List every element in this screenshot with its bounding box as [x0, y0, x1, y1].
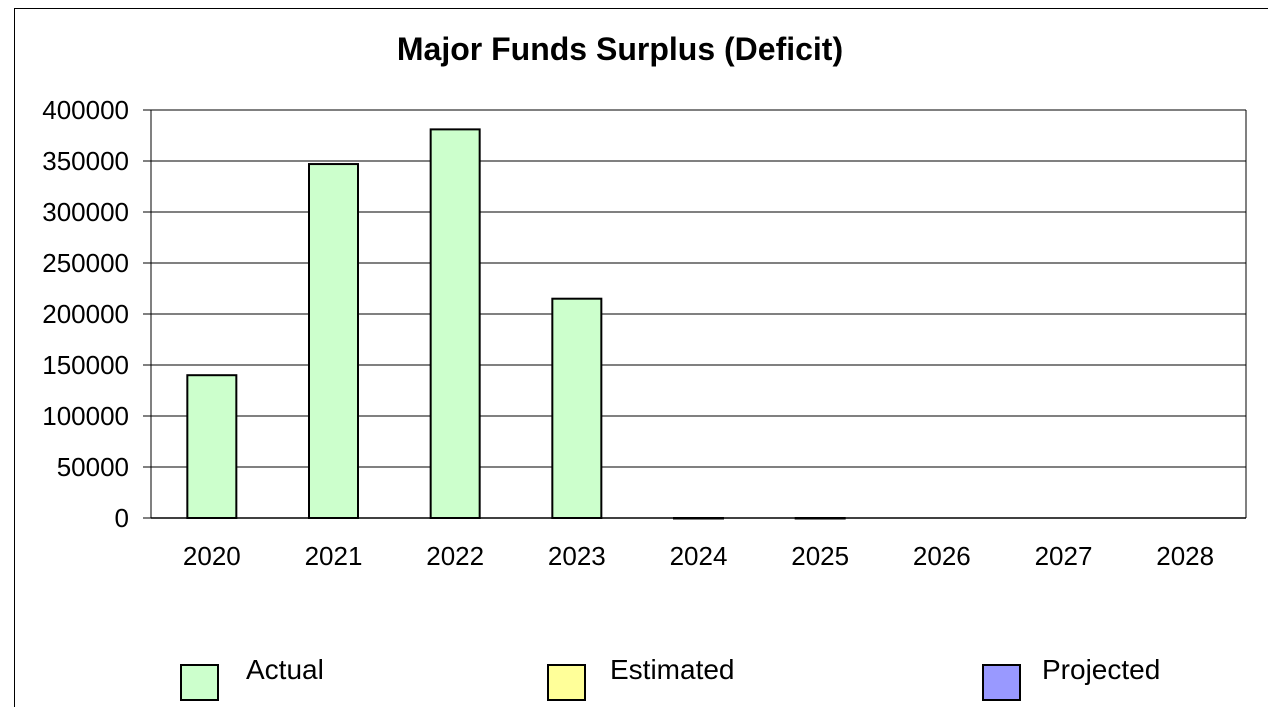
y-tick-label: 300000 [42, 197, 129, 227]
bar-2020 [186, 374, 238, 520]
x-tick-label: 2024 [670, 541, 728, 571]
y-tick-label: 150000 [42, 350, 129, 380]
axes [150, 110, 1247, 519]
legend-label-projected: Projected [1042, 654, 1160, 685]
bar-2022 [429, 128, 481, 519]
y-tick-label: 400000 [42, 95, 129, 125]
x-tick-label: 2023 [548, 541, 606, 571]
y-tick-label: 0 [115, 503, 129, 533]
y-tick-label: 50000 [57, 452, 129, 482]
bar-2021 [308, 163, 359, 519]
x-axis-ticks: 2020 2021 2022 2023 2024 2025 2026 2027 2028 [183, 541, 1214, 571]
legend-label-estimated: Estimated [610, 654, 735, 685]
x-tick-label: 2028 [1156, 541, 1214, 571]
chart-title: Major Funds Surplus (Deficit) [397, 31, 843, 67]
legend: Actual Estimated Projected [180, 654, 1160, 701]
legend-swatch-actual [180, 664, 219, 701]
chart-frame [14, 8, 1268, 707]
y-axis-ticks: 0 50000 100000 150000 200000 250000 300000 3500… [42, 95, 129, 533]
x-tick-label: 2027 [1035, 541, 1093, 571]
x-tick-label: 2022 [426, 541, 484, 571]
x-tick-label: 2021 [305, 541, 363, 571]
x-tick-label: 2026 [913, 541, 971, 571]
x-tick-label: 2020 [183, 541, 241, 571]
bar-2023 [551, 297, 603, 520]
bars [186, 128, 846, 520]
legend-swatch-estimated [547, 664, 586, 701]
legend-swatch-projected [982, 664, 1021, 701]
y-tick-label: 100000 [42, 401, 129, 431]
x-tick-label: 2025 [791, 541, 849, 571]
y-tick-label: 200000 [42, 299, 129, 329]
legend-label-actual: Actual [246, 654, 324, 685]
y-tick-label: 250000 [42, 248, 129, 278]
y-tick-label: 350000 [42, 146, 129, 176]
